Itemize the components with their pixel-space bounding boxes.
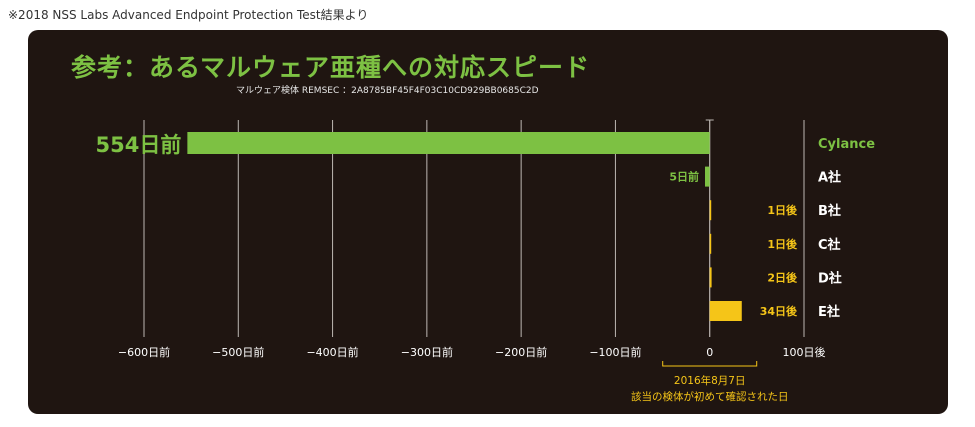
chart-subtitle: マルウェア検体 REMSEC ：2A8785BF45F4F03C10CD929B…: [236, 86, 539, 96]
bar-value-label: 1日後: [767, 203, 798, 217]
chart-panel: [28, 30, 948, 414]
x-tick-label: −600日前: [118, 345, 170, 359]
bar-4: [709, 233, 712, 254]
x-tick-label: −300日前: [401, 345, 453, 359]
bar-3: [709, 200, 712, 221]
x-tick-label: −400日前: [306, 345, 358, 359]
annotation-bracket: [662, 361, 758, 367]
x-tick-label: 0: [706, 346, 713, 359]
bar-value-label: 2日後: [767, 270, 798, 284]
x-tick-label: −100日前: [589, 345, 641, 359]
category-label: Cylance: [818, 137, 875, 152]
category-label: D社: [818, 270, 842, 286]
bar-value-label: 34日後: [760, 304, 798, 318]
bar-value-label: 554日前: [96, 133, 182, 157]
chart-title: 参考：あるマルウェア亜種への対応スピード: [71, 53, 591, 82]
bar-value-label: 5日前: [669, 170, 699, 184]
bar-1: [187, 132, 710, 154]
source-note: ※2018 NSS Labs Advanced Endpoint Protect…: [8, 8, 369, 22]
bar-5: [709, 267, 712, 288]
annotation-date: 2016年8月7日: [674, 374, 746, 387]
annotation-text: 該当の検体が初めて確認された日: [631, 390, 789, 403]
category-label: C社: [818, 237, 841, 253]
x-tick-label: 100日後: [783, 345, 826, 359]
category-label: E社: [818, 304, 840, 320]
category-label: A社: [818, 170, 841, 186]
x-tick-label: −500日前: [212, 345, 264, 359]
bar-6: [709, 301, 742, 321]
category-label: B社: [818, 203, 841, 219]
x-tick-label: −200日前: [495, 345, 547, 359]
bar-value-label: 1日後: [767, 237, 798, 251]
bar-2: [705, 166, 710, 187]
